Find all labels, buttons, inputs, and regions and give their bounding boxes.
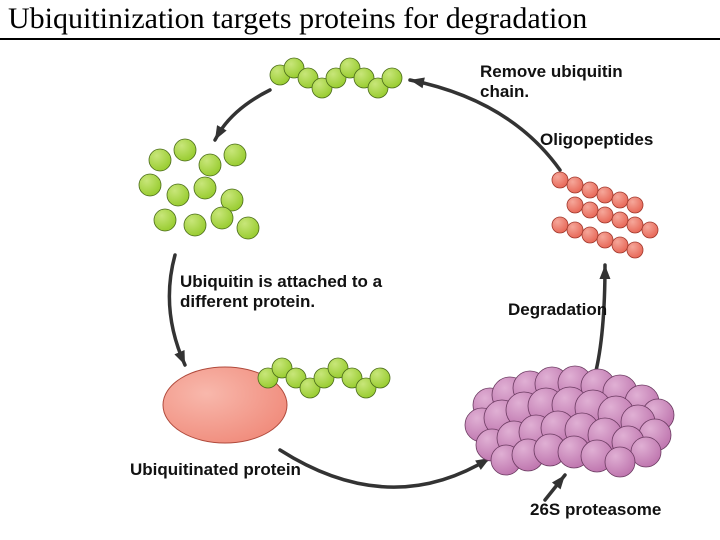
- label-attach-protein: Ubiquitin is attached to a different pro…: [180, 272, 400, 313]
- label-oligopeptides: Oligopeptides: [540, 130, 700, 150]
- free-ubiquitin-pool: [139, 139, 259, 239]
- label-ubiquitinated-protein: Ubiquitinated protein: [130, 460, 350, 480]
- label-proteasome: 26S proteasome: [530, 500, 720, 520]
- label-remove-chain: Remove ubiquitin chain.: [480, 62, 670, 103]
- ubiquitinated-protein: [163, 358, 390, 443]
- oligopeptides-group: [552, 172, 658, 258]
- ubiquitin-chain-top: [270, 58, 402, 98]
- proteasome-26s: [465, 366, 674, 477]
- label-degradation: Degradation: [508, 300, 658, 320]
